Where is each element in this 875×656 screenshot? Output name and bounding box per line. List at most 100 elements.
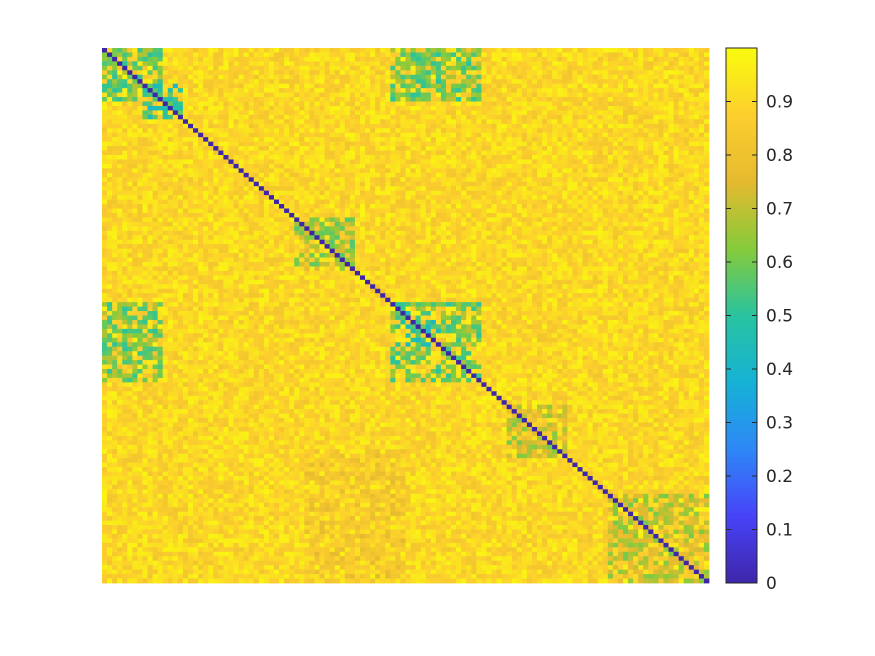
heatmap-cell — [663, 110, 669, 116]
heatmap-cell — [491, 212, 497, 218]
heatmap-cell — [375, 74, 381, 80]
heatmap-cell — [516, 56, 523, 62]
heatmap-cell — [703, 114, 710, 120]
heatmap-cell — [233, 230, 239, 236]
heatmap-cell — [223, 199, 229, 205]
heatmap-cell — [653, 217, 659, 223]
heatmap-cell — [182, 79, 189, 85]
heatmap-cell — [152, 208, 159, 214]
heatmap-cell — [248, 230, 255, 236]
heatmap-cell — [137, 114, 143, 120]
heatmap-cell — [208, 168, 214, 174]
heatmap-cell — [572, 70, 578, 76]
heatmap-cell — [289, 56, 295, 62]
heatmap-cell — [577, 221, 583, 227]
heatmap-cell — [703, 110, 710, 116]
heatmap-cell — [400, 172, 406, 178]
heatmap-cell — [461, 92, 467, 98]
heatmap-cell — [435, 105, 442, 111]
heatmap-cell — [456, 119, 462, 125]
heatmap-cell — [456, 208, 462, 214]
heatmap-cell — [208, 190, 214, 196]
heatmap-cell — [268, 155, 275, 160]
heatmap-cell — [258, 181, 265, 187]
heatmap-cell — [537, 101, 543, 107]
heatmap-cell — [157, 159, 164, 165]
heatmap-cell — [354, 105, 361, 111]
heatmap-cell — [107, 83, 113, 89]
heatmap-cell — [420, 132, 427, 138]
heatmap-cell — [420, 163, 427, 169]
heatmap-cell — [521, 212, 528, 218]
heatmap-cell — [233, 163, 239, 169]
heatmap-cell — [238, 65, 245, 71]
heatmap-cell — [162, 199, 169, 205]
heatmap-cell — [430, 208, 437, 214]
heatmap-cell — [319, 212, 325, 218]
heatmap-cell — [531, 146, 538, 151]
heatmap-cell — [233, 48, 239, 53]
heatmap-cell — [117, 70, 123, 76]
heatmap-cell — [354, 186, 361, 192]
heatmap-cell — [400, 79, 406, 85]
heatmap-cell — [142, 70, 148, 76]
heatmap-cell — [521, 195, 528, 200]
heatmap-cell — [334, 119, 341, 125]
heatmap-cell — [587, 48, 594, 53]
heatmap-cell — [693, 88, 700, 93]
heatmap-cell — [319, 128, 325, 134]
heatmap-cell — [597, 212, 604, 218]
heatmap-cell — [253, 132, 260, 138]
heatmap-cell — [435, 177, 442, 183]
heatmap-cell — [289, 48, 295, 53]
heatmap-cell — [405, 119, 411, 125]
heatmap-cell — [167, 217, 174, 223]
heatmap-cell — [258, 186, 265, 192]
heatmap-cell — [203, 208, 209, 214]
heatmap-cell — [602, 52, 609, 58]
heatmap-cell — [491, 186, 497, 192]
heatmap-cell — [127, 105, 133, 111]
heatmap-cell — [481, 83, 487, 89]
heatmap-cell — [117, 56, 123, 62]
heatmap-cell — [643, 52, 649, 58]
heatmap-cell — [294, 83, 300, 89]
heatmap-cell — [552, 119, 558, 125]
heatmap-cell — [228, 230, 234, 236]
heatmap-cell — [385, 208, 391, 214]
heatmap-cell — [167, 212, 174, 218]
heatmap-cell — [658, 159, 664, 165]
heatmap-cell — [167, 56, 174, 62]
heatmap-cell — [628, 52, 634, 58]
heatmap-cell — [107, 79, 113, 85]
heatmap-cell — [506, 56, 513, 62]
heatmap-cell — [466, 217, 472, 223]
heatmap-cell — [223, 101, 229, 107]
heatmap-cell — [516, 114, 523, 120]
heatmap-cell — [339, 190, 346, 196]
heatmap-cell — [380, 114, 386, 120]
heatmap-cell — [233, 168, 239, 174]
heatmap-cell — [263, 105, 270, 111]
heatmap-cell — [521, 226, 528, 232]
heatmap-cell — [243, 132, 250, 138]
heatmap-cell — [587, 101, 594, 107]
heatmap-cell — [425, 105, 432, 111]
heatmap-cell — [587, 128, 594, 134]
heatmap-cell — [218, 110, 224, 116]
heatmap-cell — [162, 159, 169, 165]
heatmap-cell — [683, 83, 690, 89]
heatmap-cell — [451, 79, 457, 85]
heatmap-cell — [456, 155, 462, 160]
heatmap-cell — [491, 114, 497, 120]
heatmap-cell — [668, 226, 674, 232]
heatmap-cell — [248, 226, 255, 232]
heatmap-cell — [122, 70, 128, 76]
heatmap-cell — [172, 212, 179, 218]
heatmap-cell — [319, 181, 325, 187]
heatmap-cell — [496, 52, 503, 58]
heatmap-cell — [400, 92, 406, 98]
heatmap-cell — [668, 119, 674, 125]
heatmap-cell — [112, 92, 118, 98]
heatmap-cell — [102, 159, 108, 165]
